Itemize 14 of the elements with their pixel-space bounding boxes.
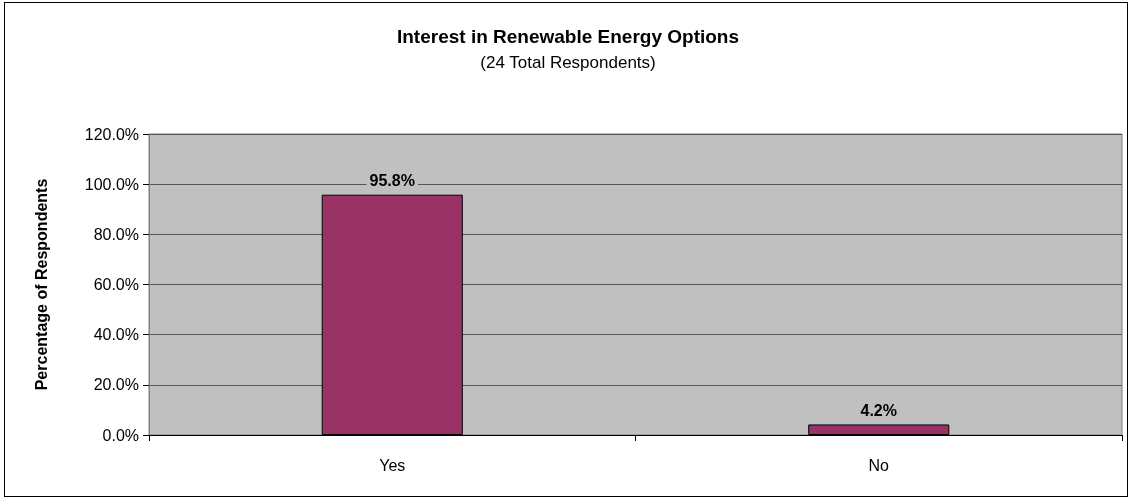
data-label: 95.8%: [369, 172, 415, 190]
chart-subtitle: (24 Total Respondents): [480, 53, 656, 72]
y-tick-label: 80.0%: [93, 225, 139, 243]
x-tick-label: No: [868, 456, 890, 474]
chart-title: Interest in Renewable Energy Options: [396, 26, 740, 47]
y-tick-label: 40.0%: [93, 326, 139, 344]
y-tick-label: 20.0%: [93, 376, 139, 394]
y-axis-title: Percentage of Respondents: [32, 178, 50, 391]
y-tick-label: 0.0%: [102, 426, 139, 444]
y-tick-label: 100.0%: [84, 175, 139, 193]
y-tick-label: 120.0%: [84, 125, 139, 143]
data-label: 4.2%: [860, 401, 897, 419]
y-tick-label: 60.0%: [93, 276, 139, 293]
x-tick-label: Yes: [379, 456, 406, 474]
